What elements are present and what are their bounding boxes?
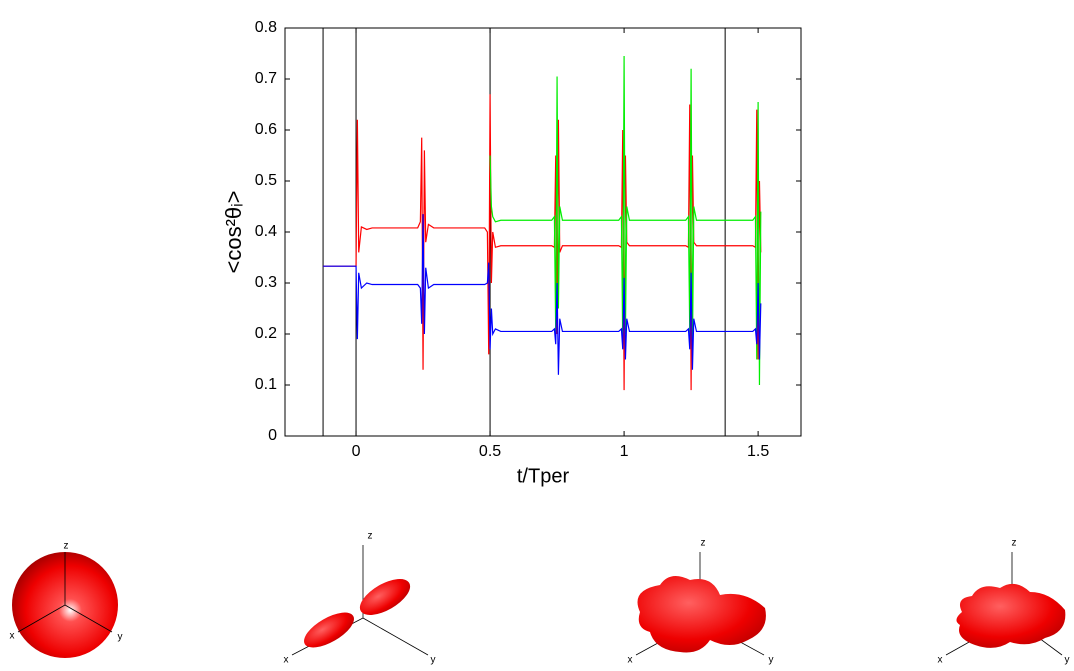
series-line <box>323 214 762 375</box>
chart: <cos²θᵢ> t/Tper 0 0.1 0.2 0.3 0.4 0.5 0.6 0.7 0.… <box>221 19 802 487</box>
y-tick-label: 0.4 <box>255 223 277 240</box>
y-tick-label: 0.3 <box>255 274 277 291</box>
x-tick-label: 1.5 <box>747 443 769 460</box>
axis-label: z <box>1012 538 1017 549</box>
axis-line <box>64 604 113 633</box>
series-line <box>489 56 762 386</box>
axis-label: z <box>701 538 706 549</box>
x-tick-label: 0.5 <box>479 443 501 460</box>
x-tick-label: 0 <box>352 443 361 460</box>
axis-label: x <box>10 631 15 642</box>
axis-label: y <box>431 655 436 666</box>
axis-label: x <box>938 655 943 666</box>
axis-label: y <box>1065 655 1070 666</box>
axis-line <box>17 604 66 633</box>
y-tick-label: 0.6 <box>255 121 277 138</box>
x-axis-label: t/Tper <box>517 465 570 487</box>
y-tick-label: 0.2 <box>255 325 277 342</box>
panel: z x y <box>10 541 123 658</box>
axis-label: x <box>284 655 289 666</box>
axis-label: y <box>769 655 774 666</box>
y-axis-label: <cos²θᵢ> <box>221 191 246 274</box>
y-tick-label: 0 <box>268 427 277 444</box>
axis-label: x <box>628 655 633 666</box>
x-tick-label: 1 <box>620 443 629 460</box>
lobe <box>359 579 411 615</box>
axis-label: z <box>368 531 373 542</box>
shape <box>637 576 766 653</box>
lobe <box>304 612 354 648</box>
plot-area <box>285 28 801 436</box>
panel: z x y <box>284 531 436 666</box>
axis-label: z <box>64 541 69 552</box>
plot-frame <box>284 27 802 437</box>
y-tick-label: 0.1 <box>255 376 277 393</box>
axis-label: y <box>118 632 123 643</box>
panel: z x y <box>628 538 774 666</box>
axis-line <box>362 617 429 656</box>
shape <box>956 583 1066 648</box>
y-tick-label: 0.5 <box>255 172 277 189</box>
y-tick-label: 0.7 <box>255 70 277 87</box>
panel: z x y <box>938 538 1070 666</box>
y-tick-label: 0.8 <box>255 19 277 36</box>
